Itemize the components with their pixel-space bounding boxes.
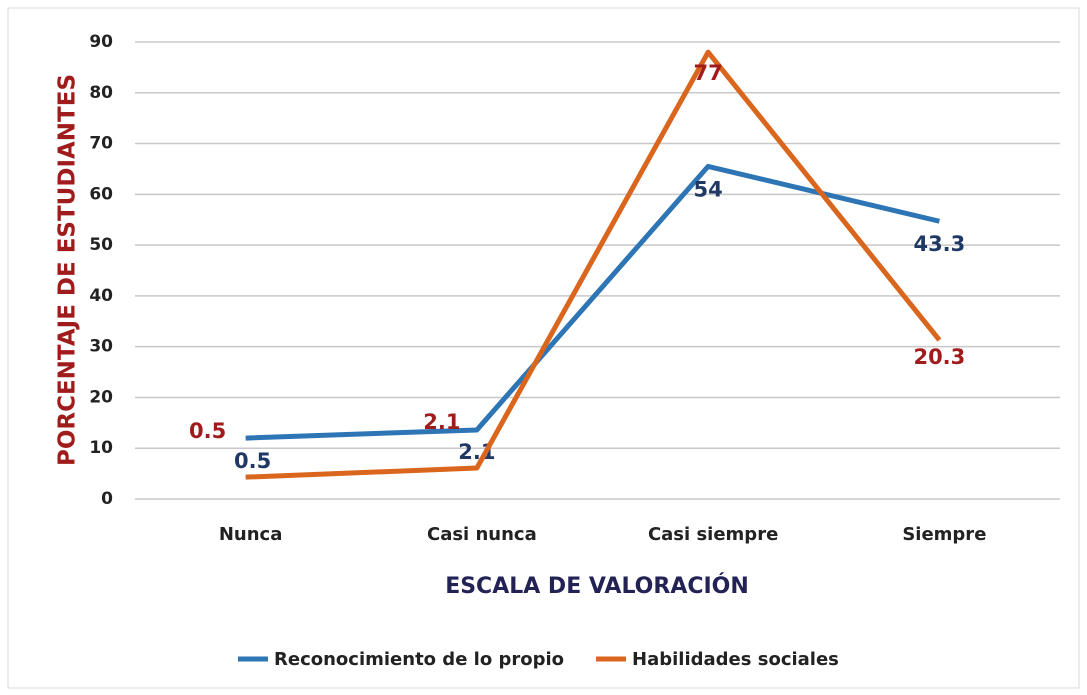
- legend-label: Habilidades sociales: [632, 649, 839, 670]
- x-tick-label: Casi nunca: [427, 524, 537, 545]
- data-label: 0.5: [189, 419, 226, 443]
- series-line: [245, 49, 942, 480]
- data-label: 2.1: [423, 410, 460, 434]
- legend-label: Reconocimiento de lo propio: [274, 649, 564, 670]
- y-tick-label: 40: [89, 286, 113, 306]
- x-tick-label: Siempre: [902, 524, 986, 545]
- data-label: 43.3: [913, 232, 965, 256]
- data-label: 54: [694, 177, 723, 201]
- x-tick-label: Casi siempre: [648, 524, 778, 545]
- x-axis-title: ESCALA DE VALORACIÓN: [445, 573, 749, 599]
- y-tick-label: 20: [89, 387, 113, 407]
- y-tick-label: 90: [89, 32, 113, 52]
- data-label: 20.3: [913, 345, 965, 369]
- y-tick-label: 30: [89, 337, 113, 357]
- x-tick-label: Nunca: [219, 524, 283, 545]
- y-tick-label: 60: [89, 184, 113, 204]
- y-tick-label: 50: [89, 235, 113, 255]
- y-tick-label: 0: [101, 489, 113, 509]
- y-tick-label: 10: [89, 438, 113, 458]
- y-tick-label: 80: [89, 83, 113, 103]
- data-label: 77: [694, 61, 723, 85]
- y-tick-label: 70: [89, 134, 113, 154]
- y-axis-title: PORCENTAJE DE ESTUDIANTES: [55, 74, 81, 466]
- data-label: 0.5: [234, 449, 271, 473]
